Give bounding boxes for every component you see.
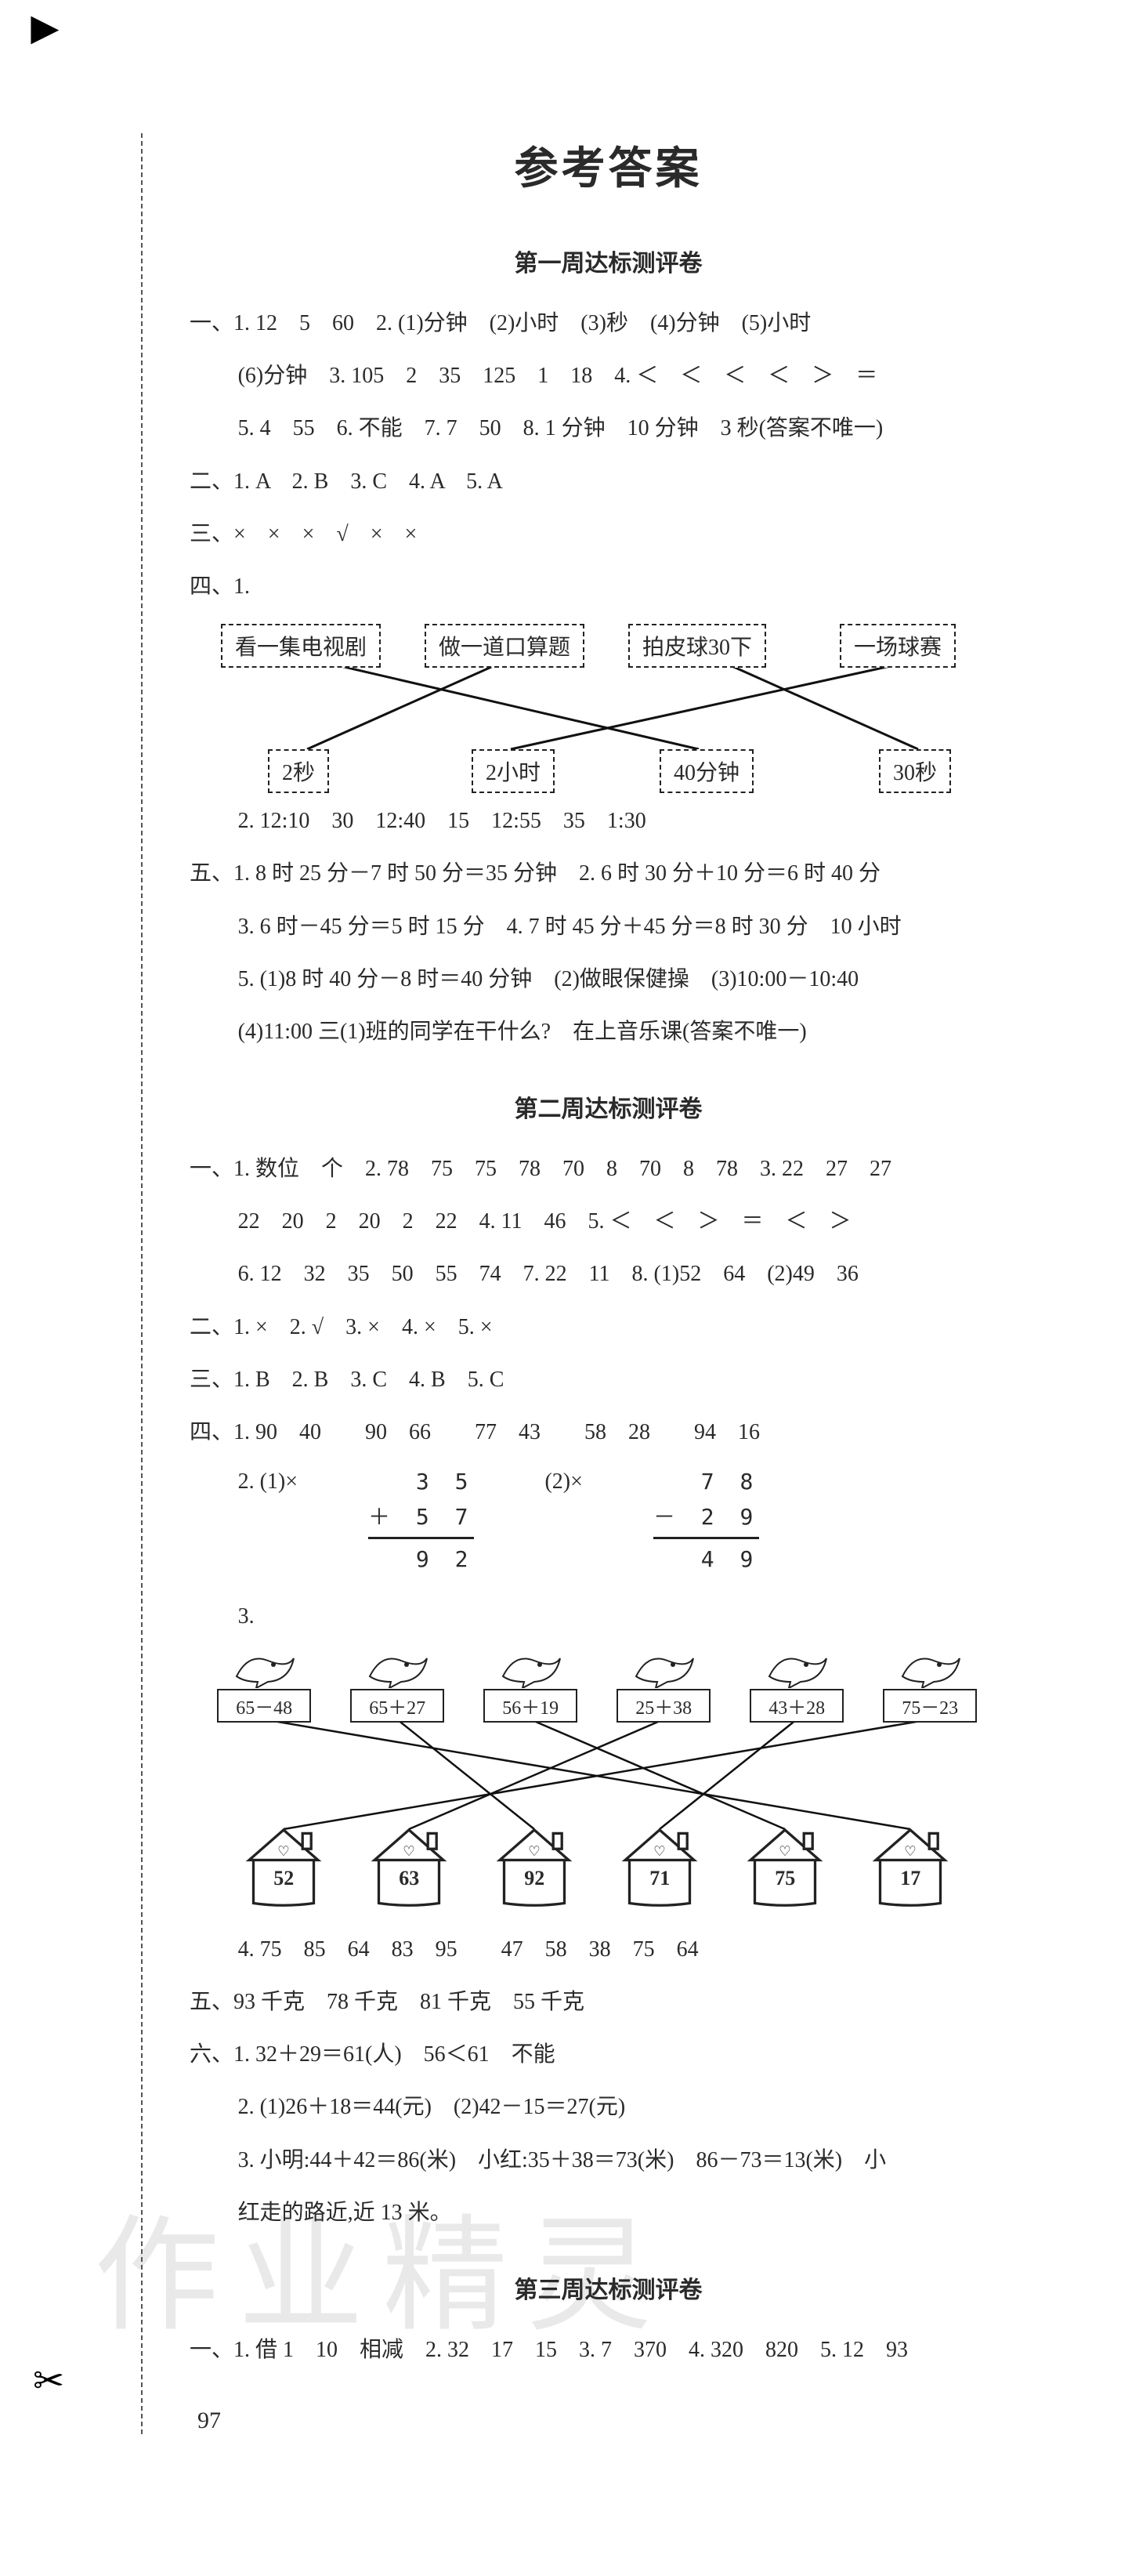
house-num-1: 63 (366, 1867, 452, 1890)
bird-eq-1: 65＋27 (350, 1689, 444, 1723)
bird-1: 65＋27 (350, 1649, 444, 1723)
w2-q5: 五、93 千克 78 千克 81 千克 55 千克 (190, 1976, 1027, 2028)
vcalc1-result: 9 2 (368, 1537, 474, 1578)
vcalc1-op: ＋ 5 7 (368, 1500, 474, 1535)
house-1: ♡ 63 (366, 1821, 452, 1908)
vcalc2-top: 7 8 (653, 1465, 759, 1500)
match-bot-1: 2小时 (472, 749, 555, 793)
w2-q1-1: 22 20 2 20 2 22 4. 11 46 5. ＜ ＜ ＞ ＝ ＜ ＞ (190, 1195, 1027, 1248)
w2-q4-3-prefix: 3. (190, 1590, 1027, 1643)
house-2: ♡ 92 (491, 1821, 577, 1908)
week3-heading: 第三周达标测评卷 (190, 2270, 1027, 2305)
svg-text:♡: ♡ (403, 1843, 415, 1859)
w2-vcalc-mid: (2)× (544, 1465, 582, 1500)
bird-eq-5: 75－23 (883, 1689, 977, 1723)
bird-eq-0: 65－48 (217, 1689, 311, 1723)
scissors-icon: ✂ (33, 2359, 64, 2403)
bird-5: 75－23 (883, 1649, 977, 1723)
page-title: 参考答案 (190, 133, 1027, 197)
match-bot-2: 40分钟 (660, 749, 754, 793)
bird-eq-3: 25＋38 (617, 1689, 711, 1723)
vcalc2-result: 4 9 (653, 1537, 759, 1578)
bird-0: 65－48 (217, 1649, 311, 1723)
vcalc1-top: 3 5 (368, 1465, 474, 1500)
page-content: 参考答案 第一周达标测评卷 一、1. 12 5 60 2. (1)分钟 (2)小… (141, 133, 1027, 2434)
page-number: 97 (197, 2408, 1027, 2434)
match-top-0: 看一集电视剧 (221, 624, 381, 668)
house-num-3: 71 (617, 1867, 703, 1890)
match-bot-0: 2秒 (268, 749, 329, 793)
bird-4: 43＋28 (750, 1649, 844, 1723)
w2-q4-4: 4. 75 85 64 83 95 47 58 38 75 64 (190, 1923, 1027, 1976)
w2-q6-1: 2. (1)26＋18＝44(元) (2)42－15＝27(元) (190, 2081, 1027, 2133)
w2-q2: 二、1. × 2. √ 3. × 4. × 5. × (190, 1301, 1027, 1353)
w1-q2: 二、1. A 2. B 3. C 4. A 5. A (190, 455, 1027, 508)
w1-q3: 三、× × × √ × × (190, 508, 1027, 560)
match-bot-3: 30秒 (879, 749, 951, 793)
w2-q6-0: 六、1. 32＋29＝61(人) 56＜61 不能 (190, 2028, 1027, 2081)
w2-q3: 三、1. B 2. B 3. C 4. B 5. C (190, 1353, 1027, 1406)
w1-q4-2: 2. 12:10 30 12:40 15 12:55 35 1:30 (190, 795, 1027, 847)
svg-text:♡: ♡ (904, 1843, 917, 1859)
w1-q4-prefix: 四、1. (190, 560, 1027, 613)
svg-text:♡: ♡ (528, 1843, 541, 1859)
vcalc-1: 3 5 ＋ 5 7 9 2 (368, 1465, 474, 1577)
w2-q1-0: 一、1. 数位 个 2. 78 75 75 78 70 8 70 8 78 3.… (190, 1143, 1027, 1195)
w1-q5-1: 3. 6 时－45 分＝5 时 15 分 4. 7 时 45 分＋45 分＝8 … (190, 900, 1027, 953)
bird-2: 56＋19 (483, 1649, 577, 1723)
w2-q6-2: 3. 小明:44＋42＝86(米) 小红:35＋38＝73(米) 86－73＝1… (190, 2134, 1027, 2187)
w2-vcalc-prefix: 2. (1)× (238, 1465, 298, 1500)
vcalc-2: 7 8 － 2 9 4 9 (653, 1465, 759, 1577)
w1-q1-b: (6)分钟 3. 105 2 35 125 1 18 4. ＜ ＜ ＜ ＜ ＞ … (190, 350, 1027, 402)
w2-bird-house-diagram: 65－4865＋2756＋1925＋3843＋2875－23♡52♡63♡92♡… (217, 1649, 985, 1915)
w1-q1-c: 5. 4 55 6. 不能 7. 7 50 8. 1 分钟 10 分钟 3 秒(… (190, 402, 1027, 455)
house-0: ♡ 52 (240, 1821, 327, 1908)
week1-heading: 第一周达标测评卷 (190, 244, 1027, 278)
match-top-3: 一场球赛 (840, 624, 956, 668)
svg-text:♡: ♡ (779, 1843, 791, 1859)
house-5: ♡ 17 (867, 1821, 953, 1908)
house-num-2: 92 (491, 1867, 577, 1890)
house-num-5: 17 (867, 1867, 953, 1890)
match-top-1: 做一道口算题 (425, 624, 584, 668)
w1-q5-3: (4)11:00 三(1)班的同学在干什么? 在上音乐课(答案不唯一) (190, 1005, 1027, 1058)
house-4: ♡ 75 (742, 1821, 828, 1908)
w1-q5-0: 五、1. 8 时 25 分－7 时 50 分＝35 分钟 2. 6 时 30 分… (190, 847, 1027, 900)
w1-q5-2: 5. (1)8 时 40 分－8 时＝40 分钟 (2)做眼保健操 (3)10:… (190, 953, 1027, 1005)
house-num-0: 52 (240, 1867, 327, 1890)
w2-vertical-calcs: 2. (1)× 3 5 ＋ 5 7 9 2 (2)× 7 8 － 2 9 4 9 (238, 1465, 1027, 1577)
svg-text:♡: ♡ (653, 1843, 666, 1859)
w2-q4-1: 四、1. 90 40 90 66 77 43 58 28 94 16 (190, 1406, 1027, 1458)
svg-text:♡: ♡ (277, 1843, 290, 1859)
match-top-2: 拍皮球30下 (628, 624, 766, 668)
bird-eq-4: 43＋28 (750, 1689, 844, 1723)
w3-q1: 一、1. 借 1 10 相减 2. 32 17 15 3. 7 370 4. 3… (190, 2324, 1027, 2376)
w2-q1-2: 6. 12 32 35 50 55 74 7. 22 11 8. (1)52 6… (190, 1248, 1027, 1300)
bird-eq-2: 56＋19 (483, 1689, 577, 1723)
house-num-4: 75 (742, 1867, 828, 1890)
w1-q1-a: 一、1. 12 5 60 2. (1)分钟 (2)小时 (3)秒 (4)分钟 (… (190, 297, 1027, 350)
week2-heading: 第二周达标测评卷 (190, 1089, 1027, 1124)
w1-match-diagram: 看一集电视剧做一道口算题拍皮球30下一场球赛2秒2小时40分钟30秒 (190, 624, 1027, 788)
vcalc2-op: － 2 9 (653, 1500, 759, 1535)
w2-q6-3: 红走的路近,近 13 米。 (190, 2187, 1027, 2239)
bird-3: 25＋38 (617, 1649, 711, 1723)
corner-marker: ▶ (31, 8, 58, 48)
house-3: ♡ 71 (617, 1821, 703, 1908)
